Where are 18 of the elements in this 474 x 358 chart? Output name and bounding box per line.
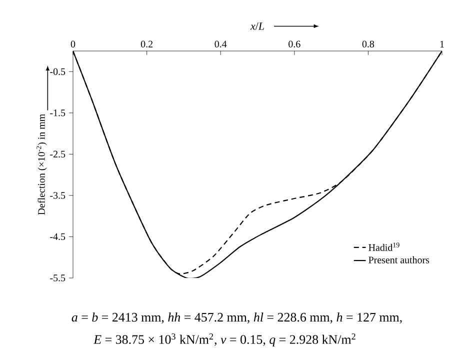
x-axis-title: x/L <box>250 22 264 30</box>
legend-label: Hadid$^{19}$ <box>368 242 400 251</box>
y-tick-label: -1.5 <box>50 110 66 116</box>
text: E = 38.75 × 10$^{3}$ kN/m$^{2}$, v = 0.15, q = 2.928 kN/m$^{2}$ <box>94 333 356 347</box>
legend-label: Present authors <box>368 256 430 264</box>
y-tick-label: -5.5 <box>50 274 66 282</box>
text: a = b = 2413 mm, hh = 457.2 mm, hl = 228.6 mm, h = 127 mm, <box>72 312 402 324</box>
y-tick-label: -2.5 <box>50 150 66 158</box>
x-tick-label: 0.8 <box>362 40 374 48</box>
x-tick-label: 0.2 <box>140 40 152 48</box>
x-tick-label: 1 <box>440 40 444 48</box>
y-axis-title: Deflection (×10$^{-2}$) in mm <box>36 114 47 215</box>
x-tick-label: 0 <box>70 40 76 48</box>
x-tick-label: 0.4 <box>214 40 227 48</box>
y-tick-label: -0.5 <box>50 68 66 76</box>
y-tick-label: -4.5 <box>50 233 66 240</box>
x-tick-label: 0.6 <box>288 40 300 48</box>
y-tick-label: -3.5 <box>50 192 66 199</box>
